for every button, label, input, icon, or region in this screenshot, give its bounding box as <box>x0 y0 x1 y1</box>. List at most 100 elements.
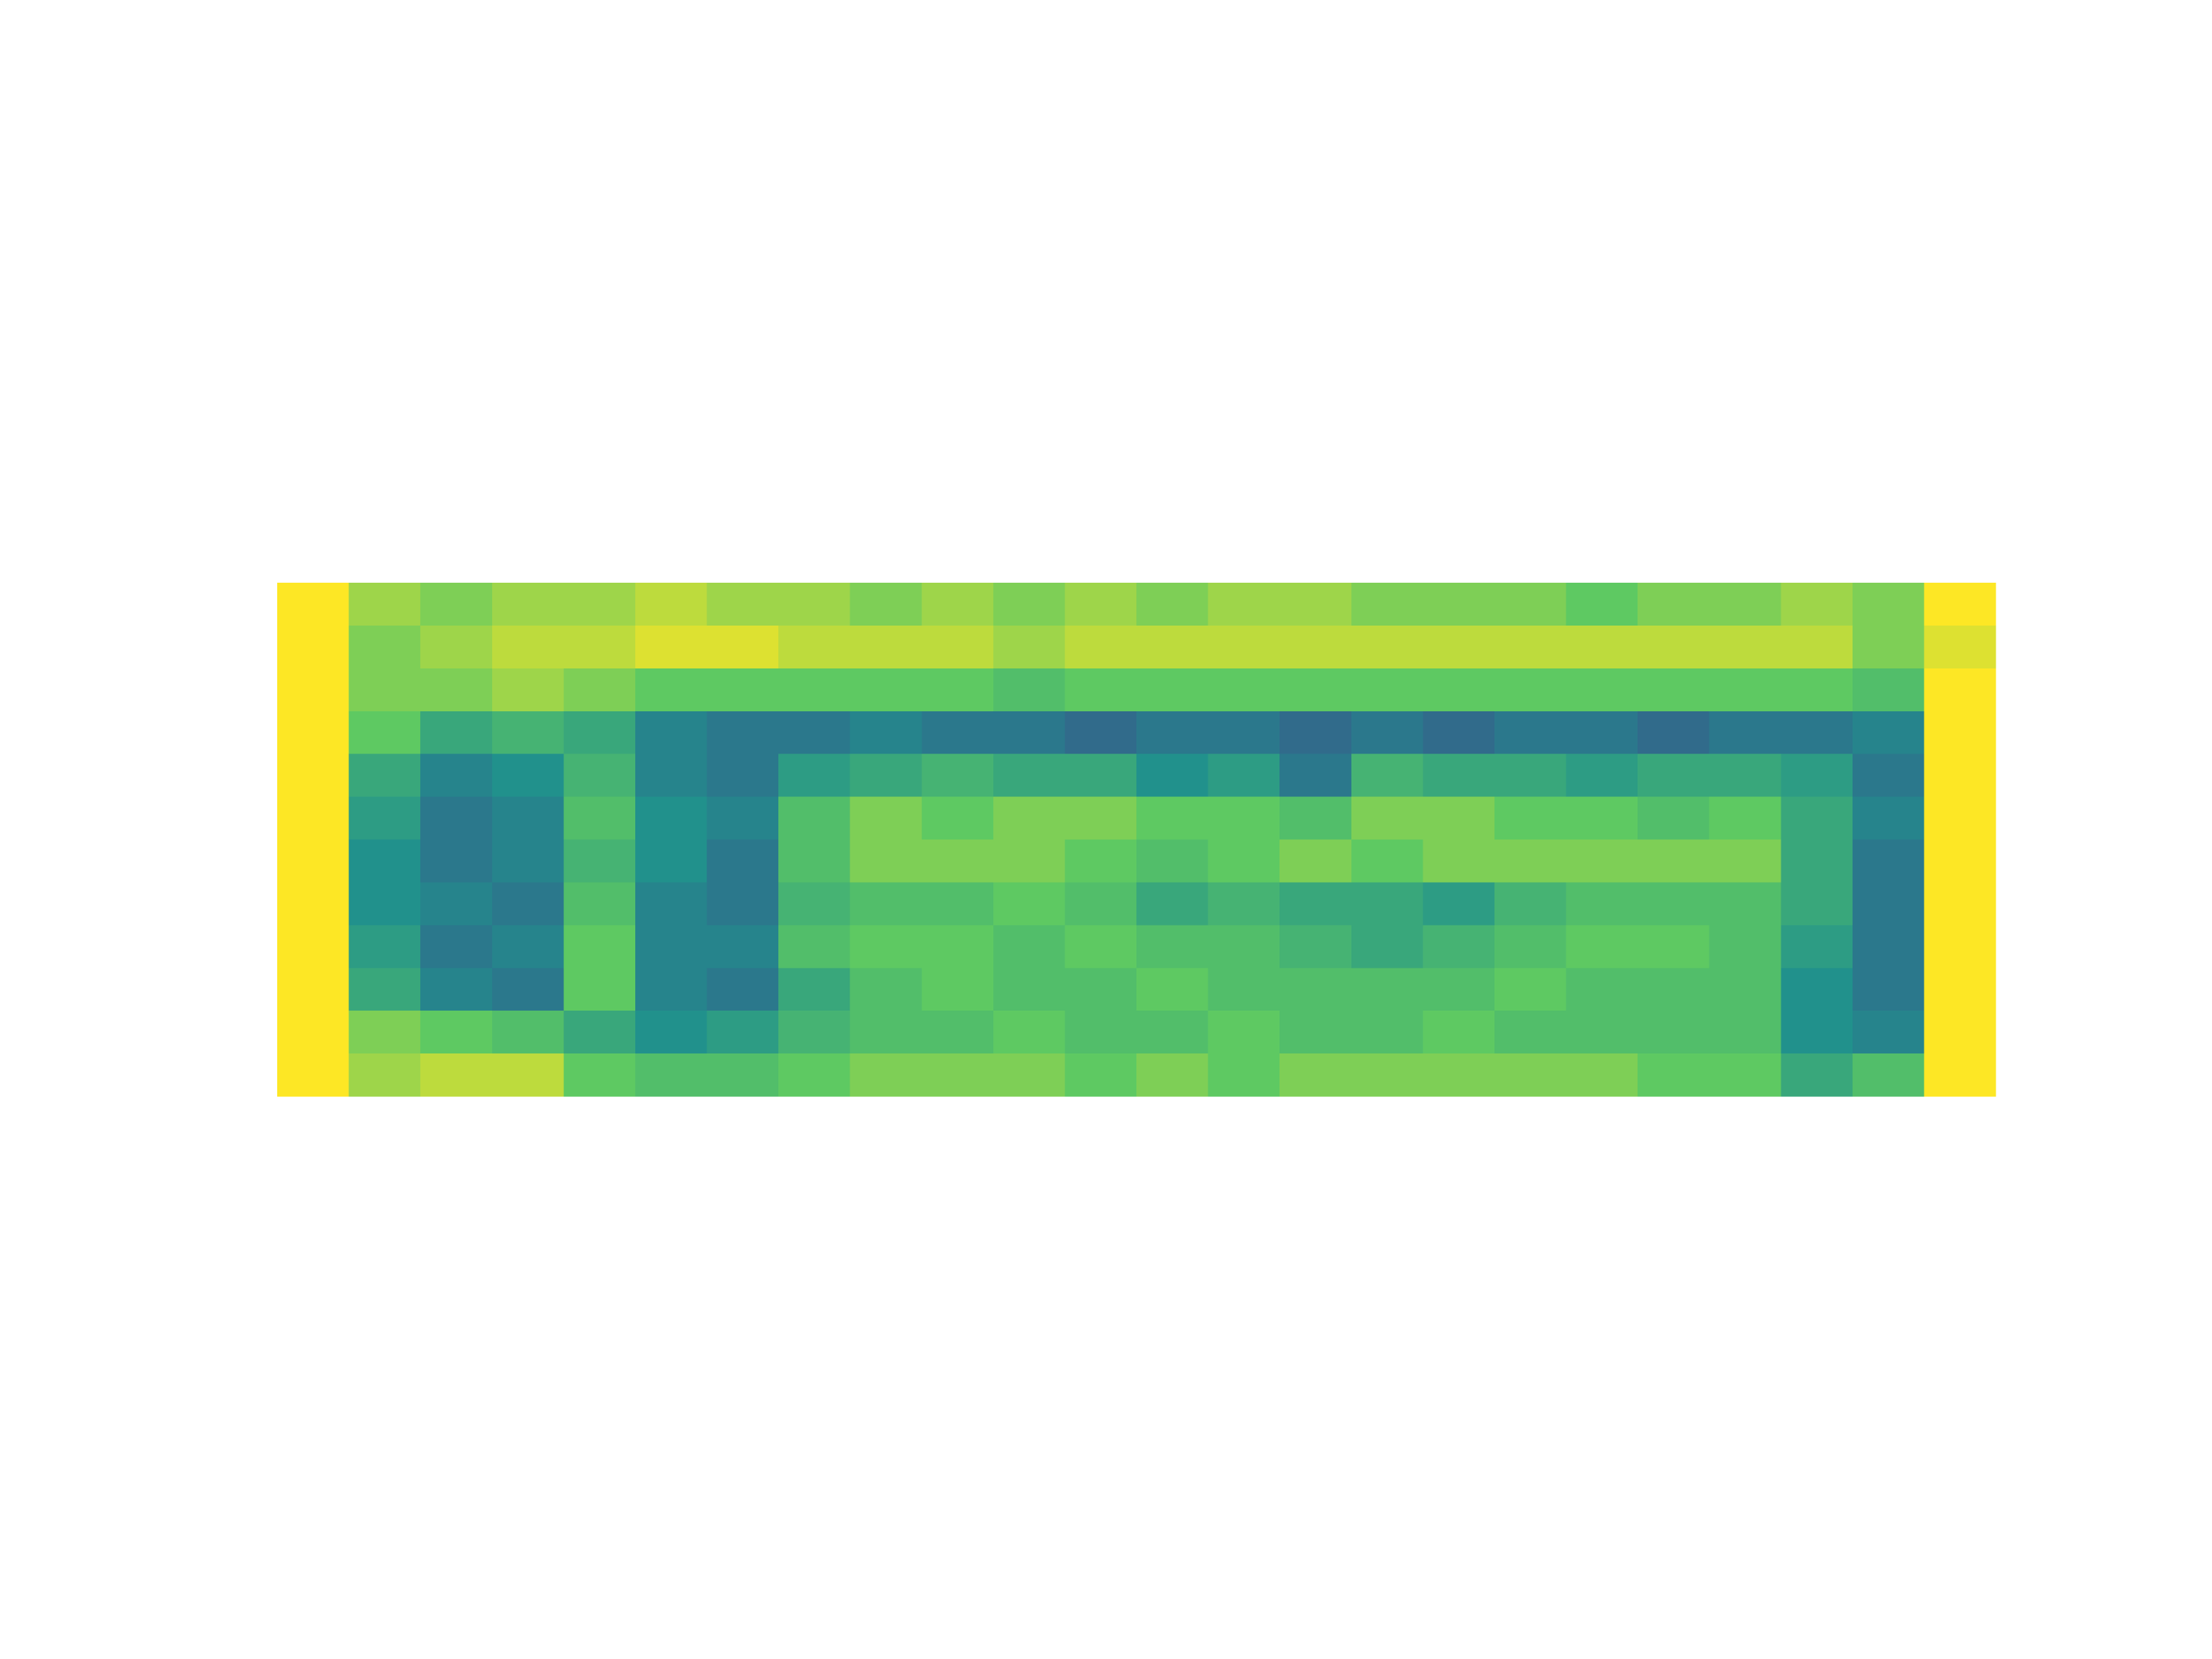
heatmap-cell <box>1494 753 1566 798</box>
heatmap-cell <box>1351 711 1423 755</box>
heatmap-cell <box>1065 1053 1137 1097</box>
heatmap-cell <box>348 1011 421 1054</box>
heatmap-cell <box>1136 968 1209 1011</box>
heatmap-cell <box>1709 668 1781 712</box>
heatmap-cell <box>1781 839 1853 883</box>
heatmap-cell <box>1566 882 1638 926</box>
heatmap-cell <box>1351 583 1423 626</box>
heatmap-cell <box>1566 1011 1638 1054</box>
heatmap-cell <box>1566 668 1638 712</box>
heatmap-cell <box>778 711 851 755</box>
heatmap-cell <box>778 668 851 712</box>
heatmap-cell <box>1709 753 1781 798</box>
heatmap-cell <box>1208 796 1280 840</box>
heatmap-cell <box>277 668 350 712</box>
heatmap-cell <box>778 882 851 926</box>
heatmap-cell <box>1423 796 1495 840</box>
heatmap-cell <box>706 1053 779 1097</box>
heatmap-cell <box>1208 1011 1280 1054</box>
heatmap-cell <box>1852 968 1924 1011</box>
heatmap-cell <box>491 839 564 883</box>
heatmap-cell <box>1924 625 1996 669</box>
heatmap-cell <box>635 583 707 626</box>
heatmap-cell <box>706 839 779 883</box>
heatmap-cell <box>491 668 564 712</box>
heatmap-cell <box>563 882 636 926</box>
heatmap-cell <box>1638 1053 1710 1097</box>
heatmap-cell <box>563 583 636 626</box>
heatmap-cell <box>1924 583 1996 626</box>
heatmap-cell <box>348 839 421 883</box>
heatmap-cell <box>348 711 421 755</box>
heatmap-cell <box>277 839 350 883</box>
heatmap-cell <box>491 753 564 798</box>
heatmap-cell <box>1494 882 1566 926</box>
heatmap-cell <box>921 583 994 626</box>
heatmap-cell <box>778 753 851 798</box>
heatmap-cell <box>635 668 707 712</box>
heatmap-cell <box>1208 968 1280 1011</box>
heatmap-cell <box>1781 796 1853 840</box>
heatmap-cell <box>1136 925 1209 968</box>
heatmap-cell <box>1423 882 1495 926</box>
heatmap-cell <box>1638 668 1710 712</box>
heatmap-cell <box>1852 583 1924 626</box>
heatmap-cell <box>1065 668 1137 712</box>
heatmap-cell <box>1924 925 1996 968</box>
heatmap-cell <box>993 711 1065 755</box>
heatmap-cell <box>1924 1011 1996 1054</box>
heatmap-cell <box>1709 1011 1781 1054</box>
heatmap-cell <box>1065 583 1137 626</box>
heatmap-cell <box>348 1053 421 1097</box>
heatmap-cell <box>1208 925 1280 968</box>
heatmap-cell <box>1351 839 1423 883</box>
heatmap-cell <box>1136 796 1209 840</box>
heatmap-cell <box>1280 925 1352 968</box>
heatmap-cell <box>1136 668 1209 712</box>
heatmap-cell <box>1351 668 1423 712</box>
heatmap-cell <box>778 925 851 968</box>
heatmap-cell <box>420 1011 493 1054</box>
heatmap-cell <box>635 796 707 840</box>
heatmap-cell <box>420 839 493 883</box>
heatmap-cell <box>993 583 1065 626</box>
heatmap-cell <box>1709 1053 1781 1097</box>
heatmap-cell <box>1781 625 1853 669</box>
heatmap-cell <box>635 882 707 926</box>
heatmap-cell <box>778 583 851 626</box>
heatmap-cell <box>706 711 779 755</box>
heatmap-cell <box>850 583 922 626</box>
heatmap-cell <box>1494 796 1566 840</box>
heatmap-cell <box>491 711 564 755</box>
heatmap-cell <box>1924 753 1996 798</box>
heatmap-cell <box>1566 1053 1638 1097</box>
heatmap-cell <box>348 583 421 626</box>
heatmap-cell <box>1423 711 1495 755</box>
heatmap-cell <box>1423 583 1495 626</box>
heatmap-cell <box>1566 625 1638 669</box>
heatmap-cell <box>1852 882 1924 926</box>
heatmap-cell <box>1065 625 1137 669</box>
heatmap-cell <box>1781 1011 1853 1054</box>
heatmap-cell <box>850 1011 922 1054</box>
heatmap-cell <box>1065 968 1137 1011</box>
heatmap-cell <box>1423 753 1495 798</box>
heatmap-cell <box>1924 839 1996 883</box>
heatmap-cell <box>1852 711 1924 755</box>
heatmap-cell <box>1208 753 1280 798</box>
heatmap-cell <box>420 583 493 626</box>
heatmap-cell <box>1638 796 1710 840</box>
heatmap-cell <box>850 968 922 1011</box>
heatmap-cell <box>778 968 851 1011</box>
heatmap-cell <box>1781 753 1853 798</box>
heatmap-cell <box>348 882 421 926</box>
heatmap-cell <box>563 1053 636 1097</box>
heatmap-cell <box>1351 925 1423 968</box>
heatmap-cell <box>563 968 636 1011</box>
heatmap-cell <box>993 753 1065 798</box>
heatmap-cell <box>921 968 994 1011</box>
heatmap-cell <box>1638 839 1710 883</box>
heatmap-cell <box>348 625 421 669</box>
heatmap-cell <box>1423 668 1495 712</box>
heatmap-cell <box>1280 711 1352 755</box>
